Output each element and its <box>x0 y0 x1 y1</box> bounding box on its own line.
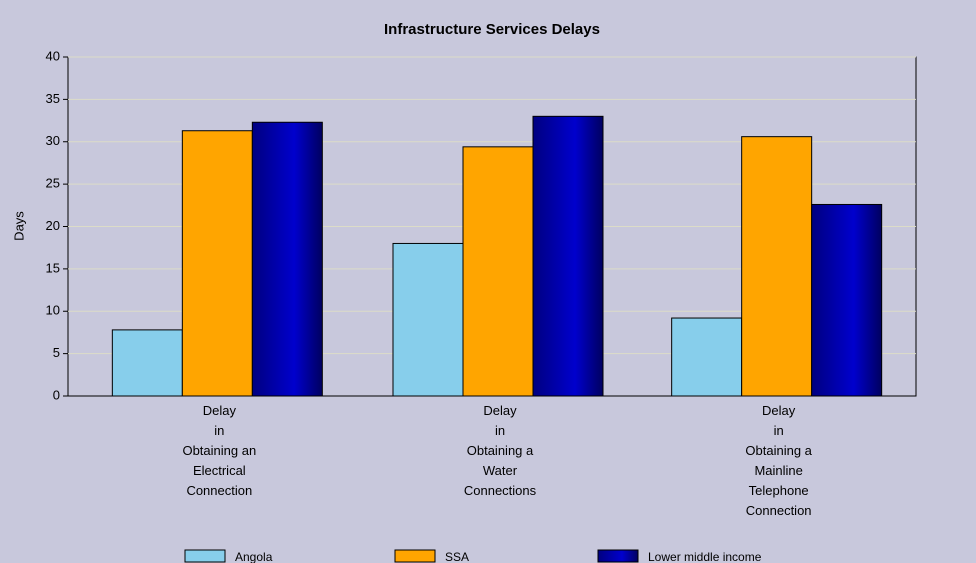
legend-swatch <box>394 549 436 563</box>
x-tick-label: Delay in Obtaining a Mainline Telephone Conne… <box>745 403 812 518</box>
y-tick-label: 10 <box>46 303 60 318</box>
y-tick-label: 25 <box>46 176 60 191</box>
bar <box>392 242 464 397</box>
legend-swatch <box>597 549 639 563</box>
bar <box>671 317 743 397</box>
y-tick-label: 30 <box>46 133 60 148</box>
bar <box>462 146 534 397</box>
bar <box>532 115 604 397</box>
legend-swatch <box>184 549 226 563</box>
x-tick-label: Delay in Obtaining a Water Connections <box>464 403 537 498</box>
bar <box>811 203 883 397</box>
y-tick-label: 5 <box>53 345 60 360</box>
legend-label: Angola <box>235 550 273 563</box>
x-tick-label: Delay in Obtaining an Electrical Connection <box>182 403 256 498</box>
y-tick-label: 15 <box>46 260 60 275</box>
y-axis-label: Days <box>11 211 26 241</box>
y-tick-label: 40 <box>46 48 60 63</box>
y-tick-label: 0 <box>53 387 60 402</box>
bar <box>111 329 183 397</box>
y-tick-label: 35 <box>46 91 60 106</box>
chart-title: Infrastructure Services Delays <box>384 21 600 38</box>
y-tick-label: 20 <box>46 218 60 233</box>
bar <box>251 121 323 397</box>
legend-label: SSA <box>445 550 469 563</box>
bar <box>741 136 813 397</box>
bar <box>181 130 253 397</box>
legend-label: Lower middle income <box>648 550 762 563</box>
